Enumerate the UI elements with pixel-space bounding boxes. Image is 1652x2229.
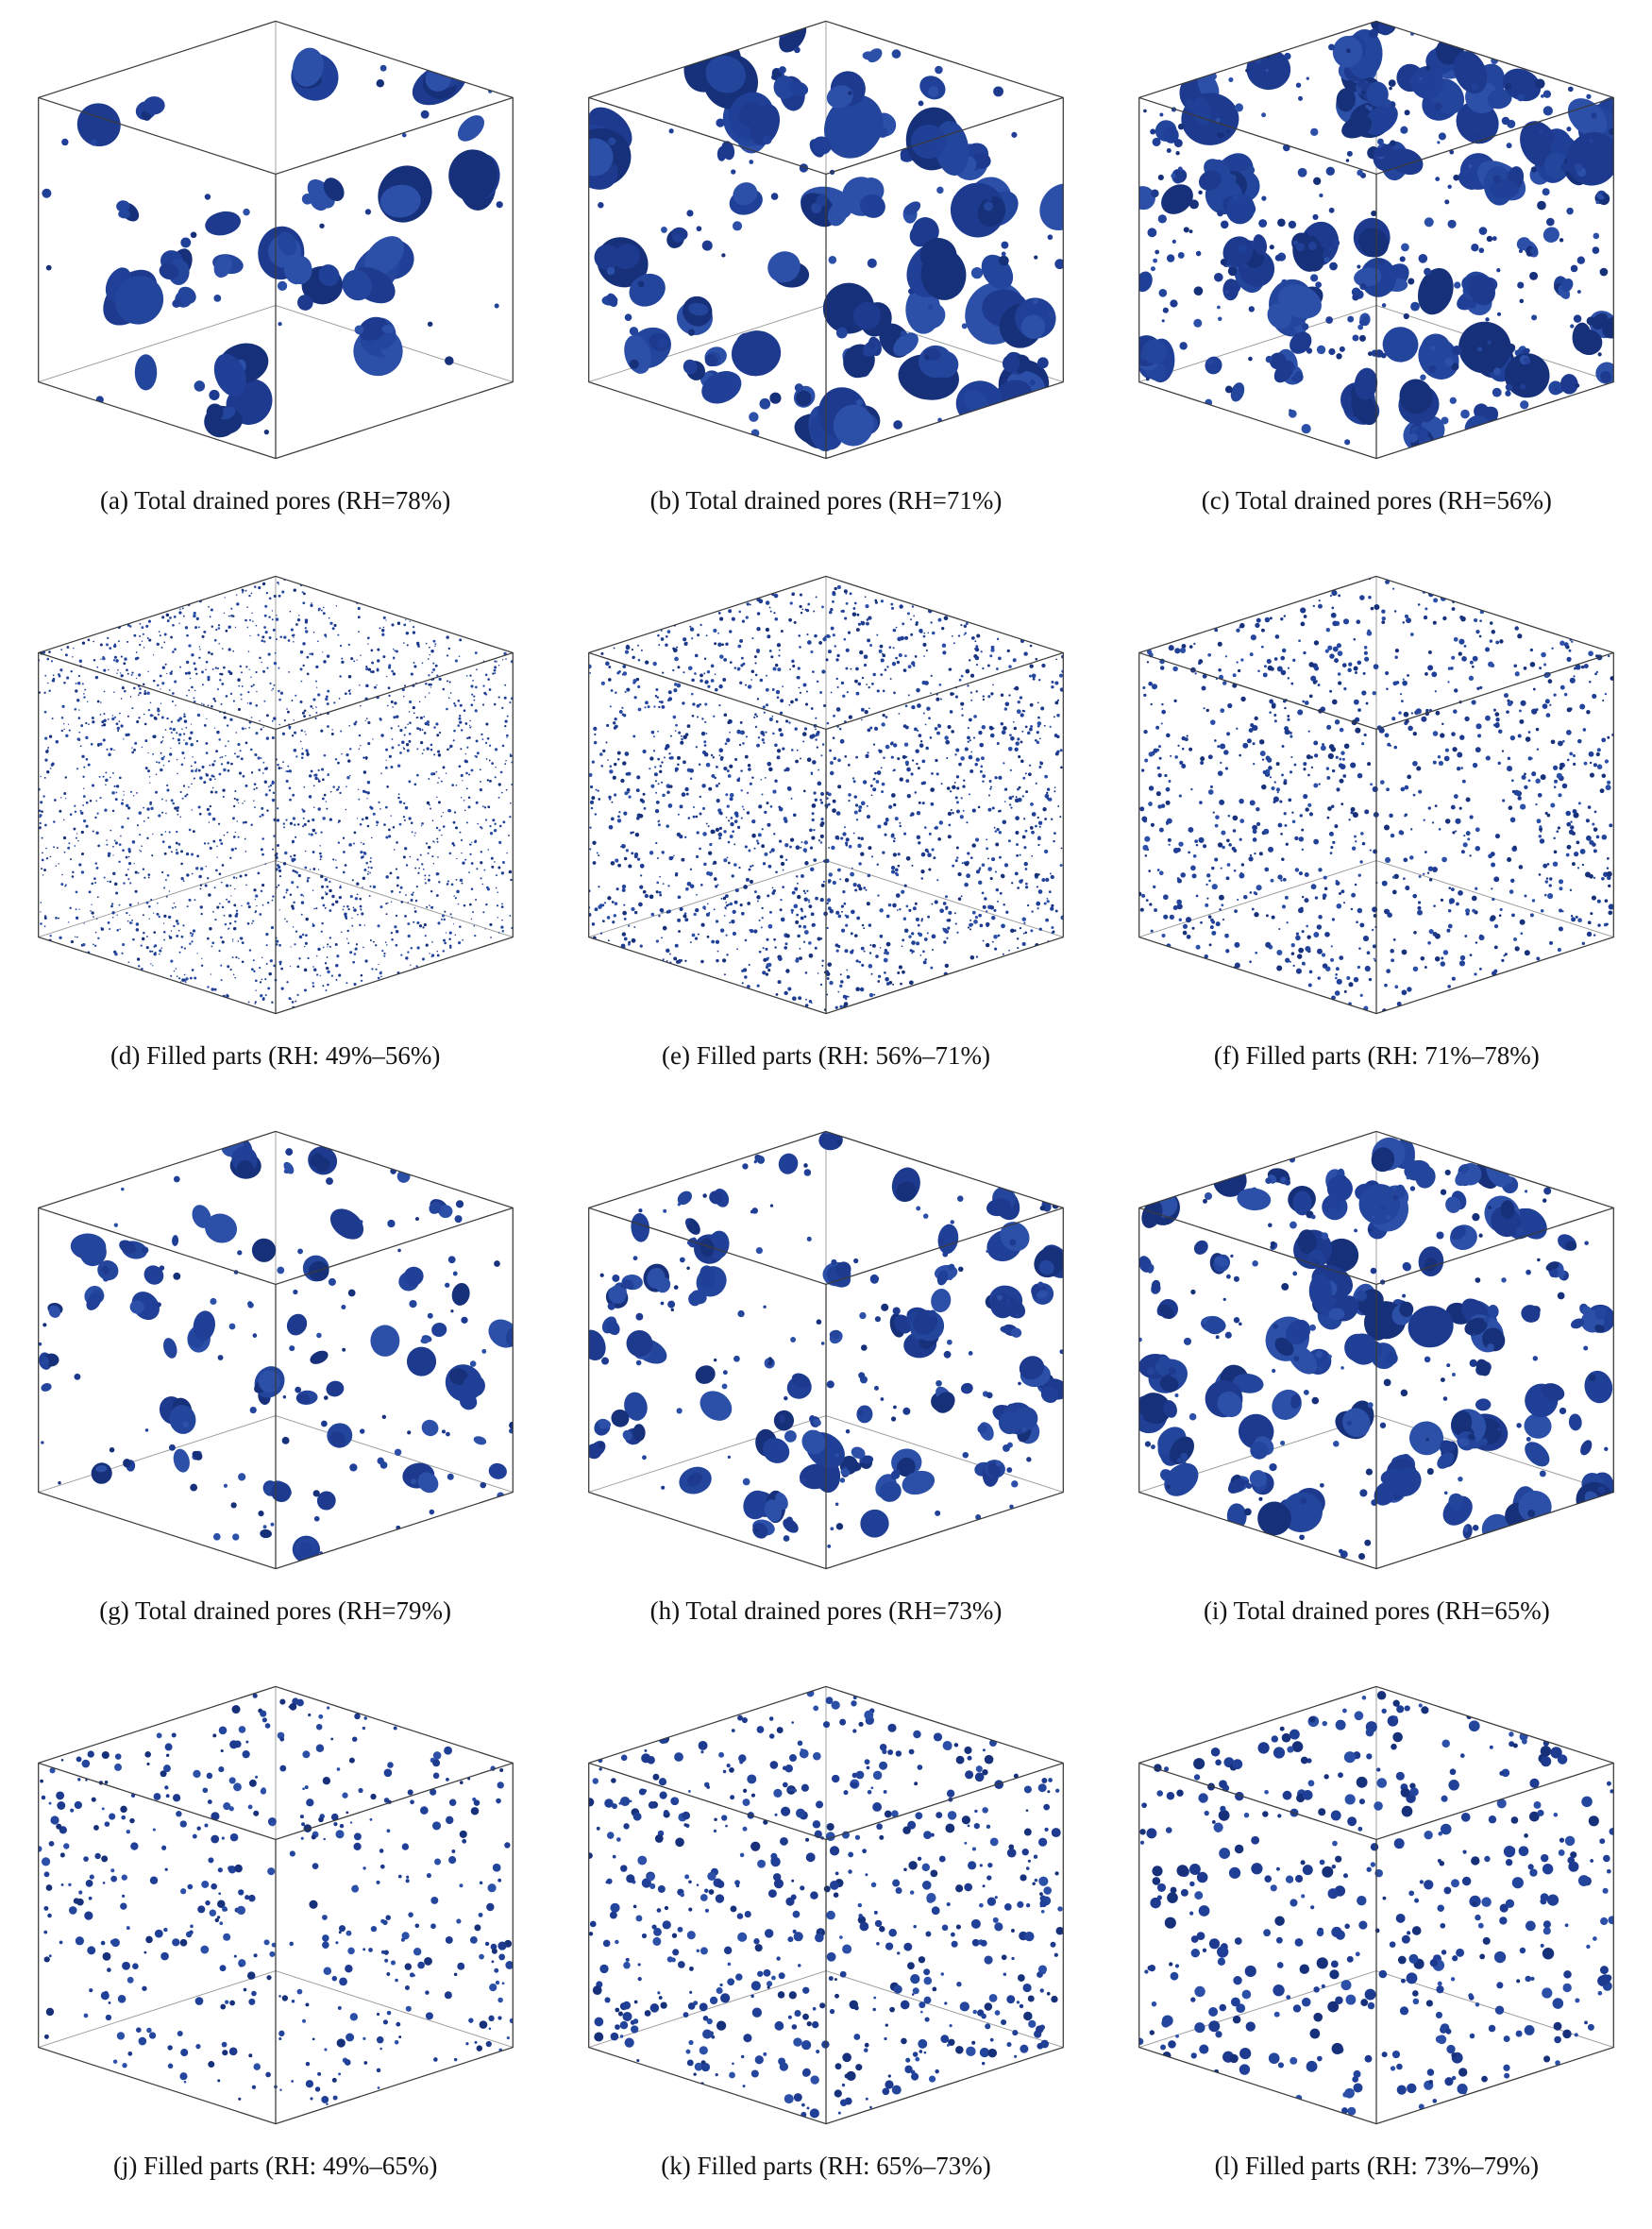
- pore-structure-3d-k: [588, 1685, 1064, 2125]
- panel-caption-c: (c) Total drained pores (RH=56%): [1201, 486, 1552, 515]
- panel-i: (i) Total drained pores (RH=65%): [1102, 1114, 1652, 1669]
- panel-b: (b) Total drained pores (RH=71%): [550, 4, 1101, 559]
- pore-structure-3d-h: [588, 1130, 1064, 1570]
- pore-structure-3d-f: [1138, 575, 1615, 1015]
- panel-d: (d) Filled parts (RH: 49%–56%): [0, 559, 550, 1114]
- panel-j: (j) Filled parts (RH: 49%–65%): [0, 1669, 550, 2224]
- pore-structure-3d-j: [37, 1685, 514, 2125]
- panel-c: (c) Total drained pores (RH=56%): [1102, 4, 1652, 559]
- panel-h: (h) Total drained pores (RH=73%): [550, 1114, 1101, 1669]
- pore-structure-3d-e: [588, 575, 1064, 1015]
- panel-f: (f) Filled parts (RH: 71%–78%): [1102, 559, 1652, 1114]
- panel-caption-e: (e) Filled parts (RH: 56%–71%): [662, 1041, 990, 1070]
- panel-caption-b: (b) Total drained pores (RH=71%): [649, 486, 1003, 515]
- panel-caption-a: (a) Total drained pores (RH=78%): [100, 486, 451, 515]
- pore-structure-3d-l: [1138, 1685, 1615, 2125]
- panel-caption-g: (g) Total drained pores (RH=79%): [99, 1596, 452, 1625]
- panel-caption-f: (f) Filled parts (RH: 71%–78%): [1213, 1041, 1540, 1070]
- panel-caption-k: (k) Filled parts (RH: 65%–73%): [661, 2152, 991, 2180]
- panel-l: (l) Filled parts (RH: 73%–79%): [1102, 1669, 1652, 2224]
- panel-caption-h: (h) Total drained pores (RH=73%): [649, 1596, 1003, 1625]
- panel-caption-d: (d) Filled parts (RH: 49%–56%): [110, 1041, 441, 1070]
- pore-structure-3d-c: [1138, 20, 1615, 460]
- pore-structure-3d-d: [37, 575, 514, 1015]
- panel-g: (g) Total drained pores (RH=79%): [0, 1114, 550, 1669]
- pore-structure-3d-g: [37, 1130, 514, 1570]
- panel-caption-l: (l) Filled parts (RH: 73%–79%): [1214, 2152, 1540, 2180]
- pore-structure-3d-a: [37, 20, 514, 460]
- panel-caption-i: (i) Total drained pores (RH=65%): [1203, 1596, 1550, 1625]
- panel-caption-j: (j) Filled parts (RH: 49%–65%): [112, 2152, 438, 2180]
- pore-structure-3d-i: [1138, 1130, 1615, 1570]
- pore-structure-3d-b: [588, 20, 1064, 460]
- panel-a: (a) Total drained pores (RH=78%): [0, 4, 550, 559]
- panel-k: (k) Filled parts (RH: 65%–73%): [550, 1669, 1101, 2224]
- panel-e: (e) Filled parts (RH: 56%–71%): [550, 559, 1101, 1114]
